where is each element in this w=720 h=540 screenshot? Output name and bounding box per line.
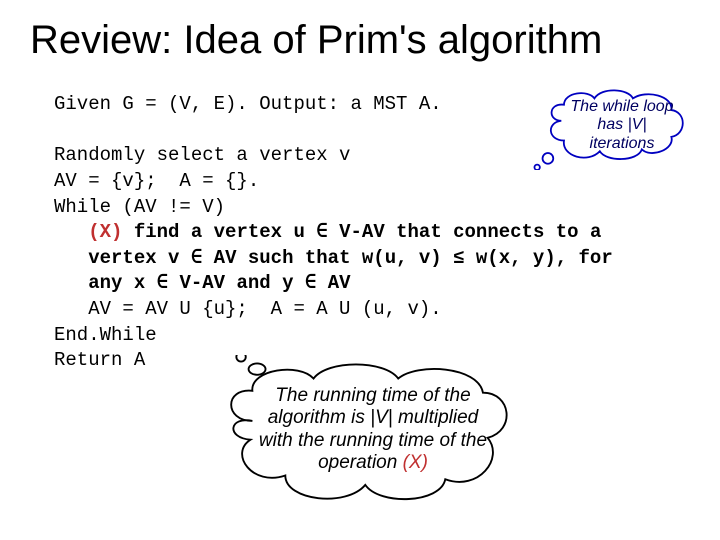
cloud2-l4a: operation xyxy=(318,452,403,473)
cloud2-l3: with the running time of the xyxy=(259,430,487,451)
cloud1-l1: The while loop xyxy=(570,98,673,115)
cloud2-l4b: (X) xyxy=(403,452,428,473)
code-l8: any x ∈ V-AV and y ∈ AV xyxy=(54,272,351,294)
cloud1-l2: has |V| xyxy=(597,116,646,133)
code-l11: Return A xyxy=(54,349,145,371)
cloud1-l3: iterations xyxy=(590,135,655,152)
slide-title: Review: Idea of Prim's algorithm xyxy=(30,18,602,63)
code-l5: While (AV != V) xyxy=(54,196,225,218)
cloud2-l2: algorithm is |V| multiplied xyxy=(268,407,479,428)
code-l9: AV = AV U {u}; A = A U (u, v). xyxy=(54,298,442,320)
code-l6c: find a vertex u ∈ V-AV that connects to … xyxy=(122,221,601,243)
cloud2-text: The running time of the algorithm is |V|… xyxy=(248,385,498,475)
code-l1: Given G = (V, E). Output: a MST A. xyxy=(54,93,442,115)
code-l6-x: (X) xyxy=(88,221,122,243)
cloud2-l1: The running time of the xyxy=(275,385,470,406)
cloud1-text: The while loop has |V| iterations xyxy=(552,98,692,153)
code-l10: End.While xyxy=(54,324,157,346)
code-l6a xyxy=(54,221,88,243)
code-l3: Randomly select a vertex v xyxy=(54,144,350,166)
code-l7: vertex v ∈ AV such that w(u, v) ≤ w(x, y… xyxy=(54,247,613,269)
code-l4: AV = {v}; A = {}. xyxy=(54,170,259,192)
algorithm-code: Given G = (V, E). Output: a MST A. Rando… xyxy=(54,92,613,374)
